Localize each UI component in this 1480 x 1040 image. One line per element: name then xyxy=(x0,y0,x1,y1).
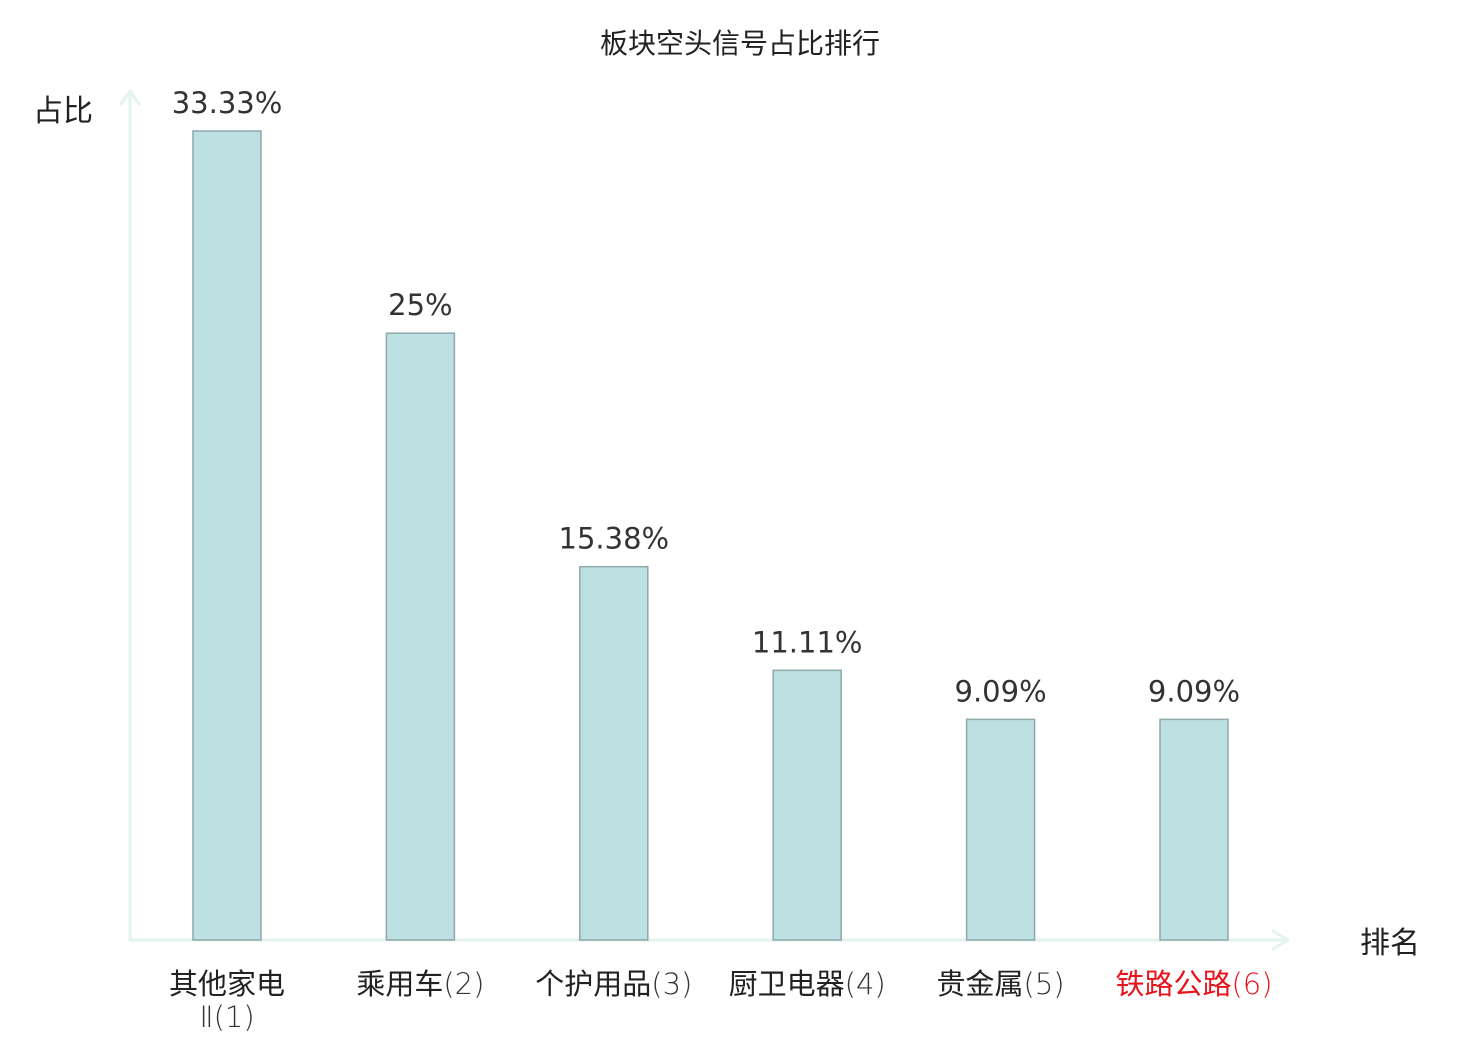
axes xyxy=(119,89,1290,951)
category-name: 贵金属 xyxy=(937,967,1024,1001)
x-tick-labels: 其他家电 Ⅱ(1) 乘用车(2) 个护用品(3) 厨卫电器(4) 贵金属(5) 铁路公路(6… xyxy=(169,967,1273,1034)
value-label: 33.33% xyxy=(172,86,283,120)
x-axis-label: 排名 xyxy=(1360,926,1420,961)
bars xyxy=(192,130,1229,941)
y-axis-arrow xyxy=(119,89,141,106)
bar xyxy=(385,332,456,941)
value-label: 9.09% xyxy=(1148,674,1240,708)
category-name: 铁路公路 xyxy=(1115,967,1231,1001)
value-label: 9.09% xyxy=(955,674,1047,708)
bar xyxy=(772,669,842,941)
category-rank: (2) xyxy=(443,967,484,1001)
bar xyxy=(1159,718,1229,941)
category-name: 厨卫电器 xyxy=(729,967,845,1001)
x-axis-arrow xyxy=(1271,929,1290,951)
category-name: 个护用品 xyxy=(535,967,651,1001)
x-tick-label: 铁路公路(6) xyxy=(1115,967,1272,1001)
bar xyxy=(192,130,262,941)
bar xyxy=(965,718,1036,941)
x-tick-label: 个护用品(3) xyxy=(535,967,692,1001)
bar xyxy=(579,565,649,941)
value-label: 15.38% xyxy=(559,522,670,556)
value-label: 25% xyxy=(388,288,452,322)
value-label: 11.11% xyxy=(752,625,863,659)
category-rank: (3) xyxy=(651,967,692,1001)
value-labels: 33.33% 25% 15.38% 11.11% 9.09% 9.09% xyxy=(172,86,1240,708)
category-name: 其他家电 xyxy=(169,967,285,1001)
x-tick-label: 厨卫电器(4) xyxy=(729,967,886,1001)
category-rank: (5) xyxy=(1024,967,1065,1001)
x-tick-label: 其他家电 Ⅱ(1) xyxy=(169,967,285,1034)
category-rank: Ⅱ(1) xyxy=(199,1000,254,1034)
category-name: 乘用车 xyxy=(356,967,443,1001)
chart-title: 板块空头信号占比排行 xyxy=(600,27,880,60)
category-rank: (6) xyxy=(1231,967,1272,1001)
category-rank: (4) xyxy=(845,967,886,1001)
x-tick-label: 贵金属(5) xyxy=(937,967,1065,1001)
x-tick-label: 乘用车(2) xyxy=(356,967,484,1001)
y-axis-label: 占比 xyxy=(33,94,93,129)
